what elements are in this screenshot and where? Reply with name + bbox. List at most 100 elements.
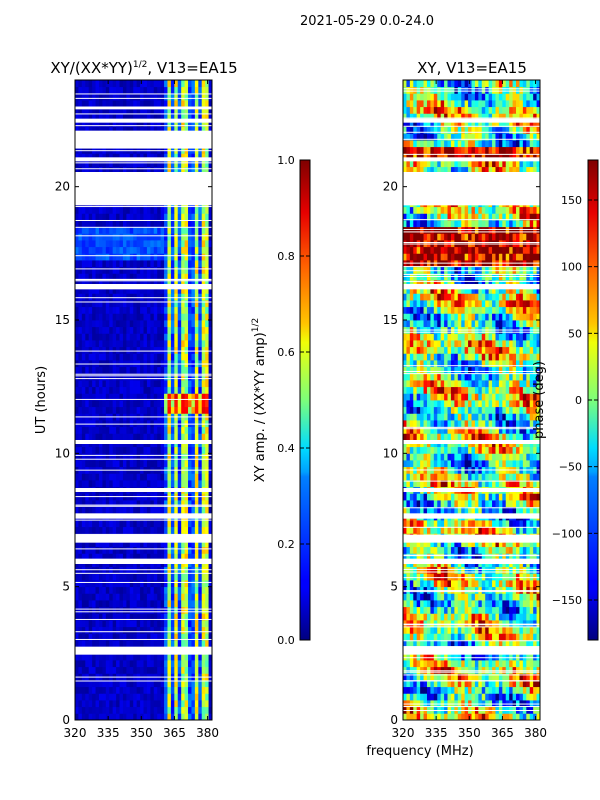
heatmap-cell [423,640,428,648]
heatmap-cell [194,426,199,434]
heatmap-cell [119,273,124,281]
heatmap-cell [174,80,179,88]
heatmap-cell [160,360,165,368]
heatmap-cell [526,680,531,688]
heatmap-cell [133,420,138,428]
heatmap-cell [188,693,192,701]
heatmap-cell [126,400,131,408]
heatmap-cell [478,553,483,561]
heatmap-cell [426,566,431,574]
heatmap-cell [133,500,138,508]
heatmap-cell [88,373,93,381]
heatmap-cell [519,693,524,701]
heatmap-cell [160,666,165,674]
heatmap-cell [198,546,203,554]
heatmap-cell [181,553,185,561]
heatmap-cell [164,586,168,594]
heatmap-cell [444,573,448,581]
heatmap-cell [85,633,90,641]
heatmap-cell [122,586,127,594]
heatmap-cell [522,666,527,674]
heatmap-cell [75,106,79,114]
heatmap-cell [92,500,96,508]
heatmap-cell [92,600,96,608]
heatmap-cell [184,353,189,361]
heatmap-cell [102,160,107,168]
heatmap-cell [146,306,151,314]
heatmap-cell [150,446,155,454]
heatmap-cell [536,660,541,668]
heatmap-cell [181,273,185,281]
heatmap-cell [143,86,148,94]
heatmap-cell [201,713,206,721]
heatmap-cell [413,660,418,668]
heatmap-cell [526,633,531,641]
heatmap-cell [174,606,179,614]
heatmap-cell [88,640,93,648]
heatmap-cell [143,653,148,661]
heatmap-cell [109,120,114,128]
heatmap-cell [116,386,120,394]
heatmap-cell [198,226,203,234]
heatmap-cell [485,700,490,708]
heatmap-cell [105,593,110,601]
heatmap-cell [122,660,127,668]
heatmap-cell [198,406,203,414]
heatmap-cell [102,633,107,641]
heatmap-cell [201,166,206,174]
heatmap-cell [88,600,93,608]
heatmap-cell [468,633,472,641]
heatmap-cell [75,380,79,388]
heatmap-cell [119,320,124,328]
heatmap-cell [146,426,151,434]
heatmap-cell [167,546,172,554]
heatmap-cell [119,300,124,308]
heatmap-cell [98,93,103,101]
heatmap-cell [413,606,418,614]
heatmap-cell [133,506,138,514]
heatmap-cell [78,333,83,341]
heatmap-cell [140,100,144,108]
heatmap-cell [188,360,192,368]
heatmap-cell [194,353,199,361]
heatmap-cell [78,540,83,548]
heatmap-cell [181,126,185,134]
heatmap-cell [177,640,182,648]
heatmap-cell [78,106,83,114]
heatmap-cell [536,666,541,674]
heatmap-cell [116,226,120,234]
heatmap-cell [529,613,534,621]
heatmap-cell [194,526,199,534]
heatmap-cell [133,280,138,288]
heatmap-cell [133,93,138,101]
heatmap-cell [136,226,141,234]
heatmap-cell [129,680,134,688]
heatmap-cell [174,500,179,508]
heatmap-cell [430,600,435,608]
heatmap-cell [153,706,158,714]
heatmap-cell [174,546,179,554]
heatmap-cell [133,326,138,334]
heatmap-cell [198,353,203,361]
heatmap-cell [201,660,206,668]
heatmap-cell [119,553,124,561]
heatmap-cell [454,593,459,601]
heatmap-cell [81,233,86,241]
heatmap-cell [184,620,189,628]
heatmap-cell [102,353,107,361]
heatmap-cell [129,353,134,361]
heatmap-cell [201,606,206,614]
heatmap-cell [98,166,103,174]
heatmap-cell [133,700,138,708]
heatmap-cell [153,320,158,328]
heatmap-cell [119,700,124,708]
heatmap-cell [536,606,541,614]
heatmap-cell [146,300,151,308]
heatmap-cell [122,293,127,301]
heatmap-cell [95,306,100,314]
heatmap-cell [129,700,134,708]
heatmap-cell [423,580,428,588]
heatmap-cell [129,153,134,161]
heatmap-cell [474,666,479,674]
heatmap-cell [409,553,414,561]
